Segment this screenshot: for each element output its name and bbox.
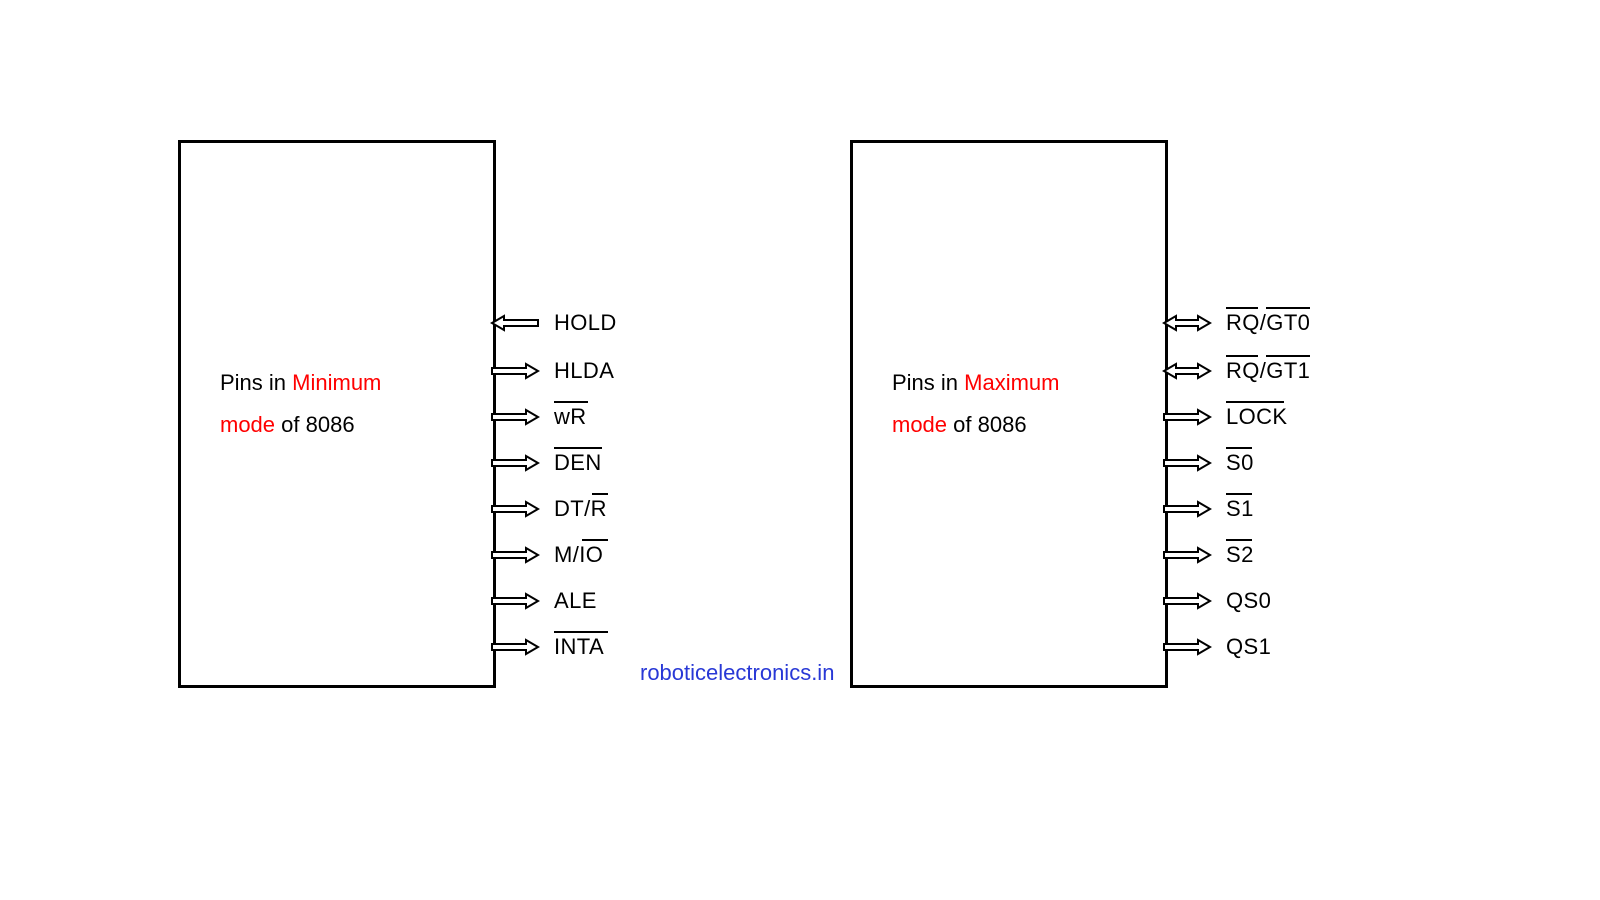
overline-bar [582,539,608,541]
pin-min-5: M/IO [490,541,603,569]
pin-max-5: S2 [1162,541,1254,569]
pin-min-1: HLDA [490,357,614,385]
caption-highlight: Minimum [292,370,381,395]
pin-label: S1 [1226,496,1254,522]
pin-arrow-inout-icon [1162,314,1212,332]
pin-arrow-out-icon [1162,592,1212,610]
overline-bar [1266,307,1310,309]
pin-arrow-out-icon [490,592,540,610]
pin-label: RQ/GT0 [1226,310,1310,336]
pin-label: QS1 [1226,634,1271,660]
pin-min-4: DT/R [490,495,607,523]
pin-label: QS0 [1226,588,1271,614]
pin-label: RQ/GT1 [1226,358,1310,384]
pin-arrow-out-icon [490,362,540,380]
pin-arrow-in-icon [490,314,540,332]
pin-label: ALE [554,588,597,614]
caption-highlight: mode [220,412,275,437]
caption-post: of 8086 [275,412,355,437]
pin-arrow-out-icon [1162,638,1212,656]
overline-bar [1226,493,1252,495]
pin-max-3: S0 [1162,449,1254,477]
pin-min-3: DEN [490,449,602,477]
overline-bar [554,401,588,403]
chip-caption-min: Pins in Minimum mode of 8086 [220,362,381,446]
overline-bar [554,447,602,449]
pin-label: LOCK [1226,404,1288,430]
pin-min-7: INTA [490,633,604,661]
pin-arrow-out-icon [490,638,540,656]
pin-arrow-out-icon [1162,454,1212,472]
overline-bar [1226,539,1252,541]
pin-min-6: ALE [490,587,597,615]
pin-arrow-out-icon [1162,408,1212,426]
pin-arrow-out-icon [490,546,540,564]
pin-label: INTA [554,634,604,660]
pin-arrow-out-icon [1162,546,1212,564]
pin-max-4: S1 [1162,495,1254,523]
pin-min-0: HOLD [490,309,617,337]
pin-max-6: QS0 [1162,587,1271,615]
pin-arrow-out-icon [490,500,540,518]
pin-min-2: wR [490,403,587,431]
overline-bar [1226,447,1252,449]
pin-max-0: RQ/GT0 [1162,309,1310,337]
pin-label: HOLD [554,310,617,336]
overline-bar [1226,307,1258,309]
caption-highlight: Maximum [964,370,1059,395]
caption-pre: Pins in [220,370,292,395]
pin-label: S0 [1226,450,1254,476]
chip-caption-max: Pins in Maximum mode of 8086 [892,362,1060,446]
caption-post: of 8086 [947,412,1027,437]
pin-label: DEN [554,450,602,476]
overline-bar [1226,355,1258,357]
caption-pre: Pins in [892,370,964,395]
overline-bar [592,493,608,495]
pin-label: wR [554,404,587,430]
pin-label: M/IO [554,542,603,568]
pin-label: HLDA [554,358,614,384]
pin-max-1: RQ/GT1 [1162,357,1310,385]
caption-highlight: mode [892,412,947,437]
overline-bar [1266,355,1310,357]
watermark-text: roboticelectronics.in [640,660,834,686]
pin-max-2: LOCK [1162,403,1288,431]
diagram-stage: Pins in Minimum mode of 8086 HOLD HLDA wR DEN… [0,0,1600,900]
pin-label: DT/R [554,496,607,522]
pin-arrow-out-icon [1162,500,1212,518]
overline-bar [1226,401,1284,403]
pin-arrow-out-icon [490,454,540,472]
pin-max-7: QS1 [1162,633,1271,661]
pin-arrow-out-icon [490,408,540,426]
overline-bar [554,631,608,633]
pin-label: S2 [1226,542,1254,568]
pin-arrow-inout-icon [1162,362,1212,380]
